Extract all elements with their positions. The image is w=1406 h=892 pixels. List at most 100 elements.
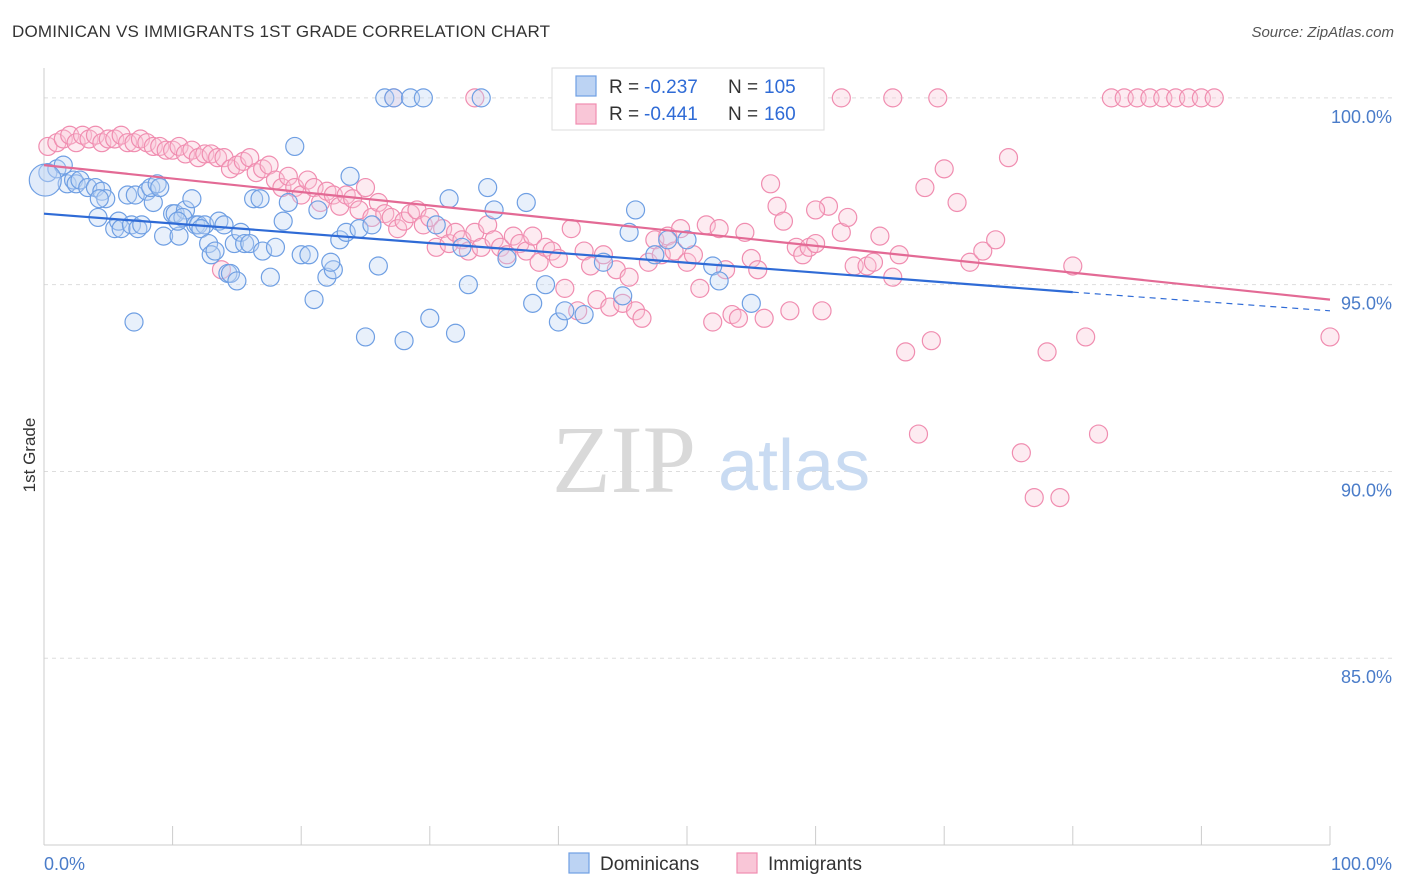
immigrants-point: [1011, 443, 1031, 463]
y-tick-label: 85.0%: [1341, 667, 1392, 687]
immigrants-point: [182, 140, 202, 160]
dominicans-point: [308, 200, 328, 220]
legend-r-value-2: -0.441: [644, 104, 698, 125]
immigrants-point: [998, 148, 1019, 168]
dominicans-point: [128, 219, 148, 239]
dominicans-point: [124, 312, 144, 332]
immigrants-point: [632, 308, 652, 328]
dominicans-point: [548, 312, 569, 332]
immigrants-point: [195, 144, 215, 164]
immigrants-point: [947, 192, 967, 213]
dominicans-point: [191, 219, 211, 239]
legend-swatch-pink: [575, 103, 597, 125]
immigrants-point: [561, 219, 581, 239]
immigrants-point: [818, 196, 839, 216]
dominicans-point: [253, 241, 273, 261]
dominicans-point: [291, 245, 311, 265]
immigrants-point: [728, 308, 749, 328]
bottom-legend-immigrants: Immigrants: [768, 854, 862, 875]
grid: [44, 97, 1392, 659]
immigrants-point: [709, 219, 729, 239]
immigrants-point: [381, 207, 401, 228]
dominicans-point: [78, 177, 98, 198]
dominicans-point: [452, 237, 472, 257]
immigrants-point: [805, 200, 826, 220]
immigrants-point: [298, 170, 318, 190]
immigrants-point: [117, 133, 138, 153]
immigrants-point: [1063, 256, 1083, 276]
dominicans-point: [260, 267, 280, 287]
x-ticks: [43, 826, 1331, 845]
dominicans-point: [658, 230, 678, 250]
legend-n-label-2: N =: [728, 104, 758, 125]
dominicans-point: [741, 293, 761, 313]
immigrants-point: [664, 241, 684, 261]
immigrants-point: [780, 301, 800, 321]
legend-swatch-blue: [575, 75, 597, 97]
dominicans-point: [244, 189, 264, 209]
dominicans-point: [96, 189, 116, 209]
dominicans-point: [304, 290, 324, 310]
y-axis-label: 1st Grade: [20, 418, 39, 493]
dominicans-point: [497, 248, 517, 269]
dominicans-point: [384, 88, 404, 108]
dominicans-point: [132, 215, 152, 235]
immigrants-point: [1050, 487, 1070, 508]
chart-title: DOMINICAN VS IMMIGRANTS 1ST GRADE CORREL…: [12, 22, 551, 41]
immigrants-point: [760, 174, 781, 194]
dominicans-point: [625, 200, 646, 220]
dominicans-point: [677, 230, 697, 250]
immigrants-point: [863, 252, 884, 272]
dominicans-point: [285, 136, 305, 157]
dominicans-point: [471, 88, 491, 108]
immigrants-point: [1088, 424, 1109, 444]
dominicans-point: [224, 233, 244, 254]
dominicans-point: [321, 252, 341, 272]
immigrants-point: [934, 159, 954, 179]
immigrants-point: [394, 211, 414, 231]
immigrants-point: [690, 278, 710, 298]
dominicans-point: [66, 174, 86, 194]
dominicans-point: [355, 327, 376, 347]
immigrants-point: [838, 207, 858, 228]
immigrants-point: [580, 256, 601, 276]
dominicans-point: [362, 215, 382, 235]
legend-r-label-1: R =: [609, 77, 639, 98]
y-tick-label: 95.0%: [1341, 294, 1392, 314]
legend-r-label-2: R =: [609, 104, 639, 125]
dominicans-trend-extrapolation: [1072, 291, 1331, 312]
dominicans-point: [394, 331, 414, 351]
dominicans-point: [250, 189, 270, 209]
immigrants-point: [915, 177, 935, 198]
dominicans-point: [413, 88, 433, 108]
legend-r-value-1: -0.237: [644, 77, 698, 98]
immigrants-point: [908, 424, 929, 444]
dominicans-point: [299, 245, 319, 265]
dominicans-point: [125, 185, 145, 205]
x-tick-label-100: 100.0%: [1331, 854, 1392, 874]
dominicans-point: [89, 189, 109, 209]
dominicans-point: [484, 200, 504, 220]
dominicans-point: [458, 275, 478, 295]
dominicans-point: [227, 271, 247, 291]
immigrants-point: [85, 125, 106, 145]
immigrants-point: [156, 140, 176, 160]
watermark-atlas: atlas: [718, 426, 870, 506]
immigrants-point: [169, 136, 189, 157]
immigrants-point: [748, 260, 768, 280]
y-tick-label: 100.0%: [1331, 107, 1392, 127]
bottom-legend-swatch-immigrants: [736, 852, 758, 874]
immigrants-point: [973, 241, 993, 261]
dominicans-trend-line: [43, 212, 1073, 294]
immigrants-point: [523, 226, 543, 246]
dominicans-point: [137, 181, 157, 201]
immigrants-point: [754, 308, 774, 328]
immigrants-point: [703, 312, 723, 332]
dominicans-point: [235, 233, 255, 254]
immigrants-point: [1204, 88, 1224, 108]
immigrants-point: [600, 297, 620, 317]
dominicans-point: [199, 233, 219, 254]
y-tick-labels: 85.0% 90.0% 95.0% 100.0%: [1331, 107, 1392, 687]
immigrants-point: [368, 192, 388, 213]
